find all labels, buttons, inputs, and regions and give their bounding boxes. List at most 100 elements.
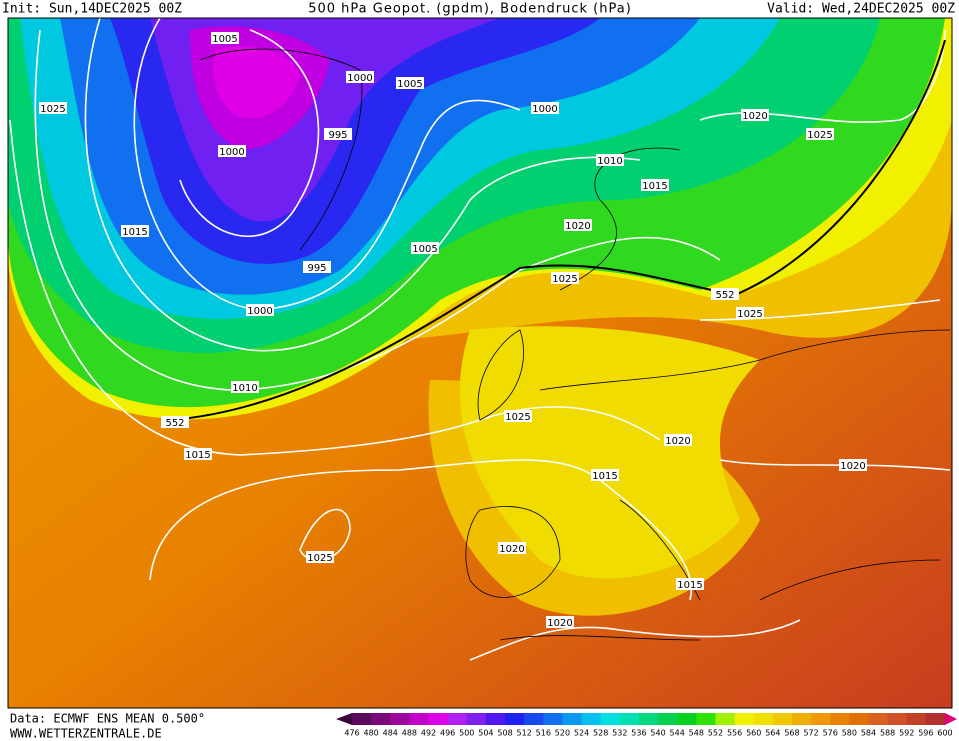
scale-label: 480 [363,729,378,738]
scale-label: 544 [670,729,685,738]
scale-label: 576 [823,729,838,738]
isobar-label: 1020 [664,434,692,447]
scale-swatch [906,713,927,725]
isobar-label: 1025 [806,128,834,141]
isobar-label-text: 1015 [185,450,210,461]
coast [559,147,681,291]
isobar-label-box [218,145,246,157]
coast [199,48,363,251]
scale-label: 476 [344,729,359,738]
isobar-label: 1005 [211,32,239,45]
isobar-label: 552 [161,416,189,429]
isobar-label: 1010 [231,381,259,394]
isobar-label: 1015 [676,578,704,591]
isobar-label-box [664,434,692,446]
scale-label: 520 [555,729,570,738]
isobar-label-text: 1000 [347,73,372,84]
isobar-label-box [641,179,669,191]
isobar-label: 1020 [839,459,867,472]
coast [465,506,561,598]
scale-swatch [715,713,736,725]
isobar-label-box [564,219,592,231]
isobar-label: 1015 [641,179,669,192]
isobar [84,18,641,352]
coastlines [199,48,951,641]
coast [477,329,524,421]
scale-swatch [696,713,716,725]
scale-swatch [638,713,659,725]
isobar-label-box [303,261,331,273]
isobar-label-box [211,32,239,44]
scale-swatch [830,713,850,725]
scale-label: 524 [574,729,589,738]
isobar-label: 995 [303,261,331,274]
isobar-label-text: 1020 [665,436,690,447]
scale-swatch [352,713,372,725]
isobar-label: 1010 [596,154,624,167]
scale-label: 492 [421,729,436,738]
isobar-label-text: 1000 [247,306,272,317]
scale-label: 512 [517,729,532,738]
isobar-label: 1005 [396,77,424,90]
isobar-label: 1020 [498,542,526,555]
isobar-label: 1005 [411,242,439,255]
scale-swatch [543,713,563,725]
isobar-label-text: 1025 [505,412,530,423]
isobar-label-box [346,71,374,83]
scale-label: 552 [708,729,723,738]
scale-label: 564 [765,729,780,738]
coast [539,329,951,391]
scale-label: 488 [402,729,417,738]
scale-label: 556 [727,729,742,738]
init-label: Init: Sun,14DEC2025 00Z [2,2,182,17]
isobar-label-text: 995 [328,130,347,141]
scale-label: 500 [459,729,474,738]
scale-swatch [677,713,697,725]
band [213,46,300,119]
scale-label: 516 [536,729,551,738]
isobar-label-text: 1020 [742,111,767,122]
scale-swatch [409,713,430,725]
isobar [719,459,951,471]
isobar-label: 1000 [531,102,559,115]
isobar-label: 1015 [121,225,149,238]
scale-swatch [849,713,869,725]
scale-label: 484 [383,729,398,738]
isobar-label: 1025 [306,551,334,564]
isobar-label-text: 1000 [532,104,557,115]
scale-swatch [371,713,391,725]
isobar-label-box [504,410,532,422]
scale-label: 536 [631,729,646,738]
isobar-label-text: 1020 [499,544,524,555]
scale-swatch [772,713,793,725]
isobar-label: 1000 [346,71,374,84]
scale-swatch [390,713,410,725]
scale-label: 584 [861,729,876,738]
scale-label: 580 [842,729,857,738]
isobar-label-text: 995 [307,263,326,274]
isobar-label-text: 1020 [565,221,590,232]
isobar [34,29,721,391]
scale-label: 496 [440,729,455,738]
isobar [699,299,941,321]
isobar-label: 1025 [736,307,764,320]
scale-label: 596 [918,729,933,738]
isobar-label-box [396,77,424,89]
isobar-label-text: 1025 [40,104,65,115]
isobar-label-box [741,109,769,121]
scale-swatch [581,713,602,725]
scale-label: 600 [937,729,952,738]
scale-swatch [466,713,487,725]
scale-swatch [887,713,908,725]
isobar [149,459,693,601]
site-label: WWW.WETTERZENTRALE.DE [10,727,162,741]
scale-swatch [428,713,449,725]
map-area [8,18,952,708]
isobar-label-box [839,459,867,471]
scale-swatch [562,713,583,725]
isobar [9,119,661,456]
scale-swatch [485,713,506,725]
scale-label: 560 [746,729,761,738]
isobar-label-text: 1015 [122,227,147,238]
